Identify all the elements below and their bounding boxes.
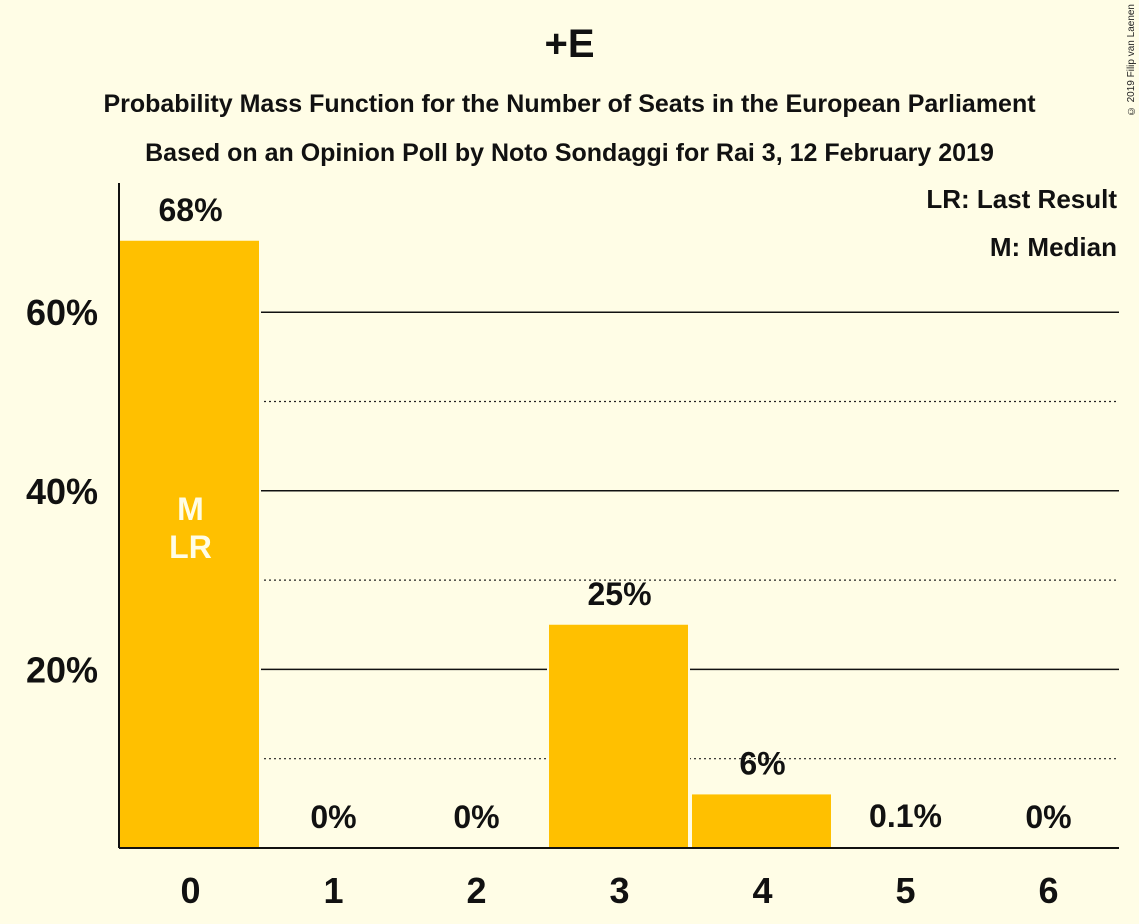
chart-title: +E <box>544 22 595 66</box>
data-label-4: 6% <box>739 745 785 781</box>
x-tick-label: 3 <box>609 870 629 911</box>
y-tick-label: 40% <box>26 471 98 512</box>
x-tick-label: 5 <box>895 870 915 911</box>
x-tick-label: 2 <box>466 870 486 911</box>
data-label-0: 68% <box>158 192 222 228</box>
y-tick-label: 20% <box>26 649 98 690</box>
x-tick-label: 6 <box>1038 870 1058 911</box>
legend-median: M: Median <box>989 232 1117 262</box>
data-label-3: 25% <box>587 576 651 612</box>
bar-marker-m: M <box>177 491 204 527</box>
bar-4 <box>692 794 831 848</box>
data-label-2: 0% <box>453 799 499 835</box>
legend-last-result: LR: Last Result <box>926 184 1117 214</box>
x-tick-label: 1 <box>323 870 343 911</box>
data-label-5: 0.1% <box>869 798 942 834</box>
x-tick-label: 4 <box>752 870 772 911</box>
y-tick-label: 60% <box>26 292 98 333</box>
data-label-6: 0% <box>1025 799 1071 835</box>
bar-0 <box>120 240 259 848</box>
data-label-1: 0% <box>310 799 356 835</box>
bar-marker-lr: LR <box>169 529 212 565</box>
bar-gap <box>833 845 976 848</box>
bar-3 <box>549 624 688 848</box>
chart-subtitle-1: Probability Mass Function for the Number… <box>103 90 1036 118</box>
x-tick-label: 0 <box>180 870 200 911</box>
chart-subtitle-2: Based on an Opinion Poll by Noto Sondagg… <box>145 139 994 167</box>
